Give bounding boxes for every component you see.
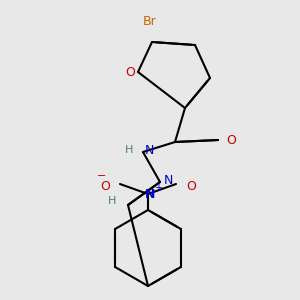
Text: N: N bbox=[145, 143, 154, 157]
Text: H: H bbox=[108, 196, 116, 206]
Text: O: O bbox=[125, 65, 135, 79]
Text: O: O bbox=[186, 179, 196, 193]
Text: N: N bbox=[164, 173, 173, 187]
Text: Br: Br bbox=[143, 15, 157, 28]
Text: N: N bbox=[145, 188, 155, 200]
Text: O: O bbox=[226, 134, 236, 146]
Text: H: H bbox=[124, 145, 133, 155]
Text: −: − bbox=[97, 171, 107, 181]
Text: +: + bbox=[154, 183, 162, 193]
Text: O: O bbox=[100, 179, 110, 193]
